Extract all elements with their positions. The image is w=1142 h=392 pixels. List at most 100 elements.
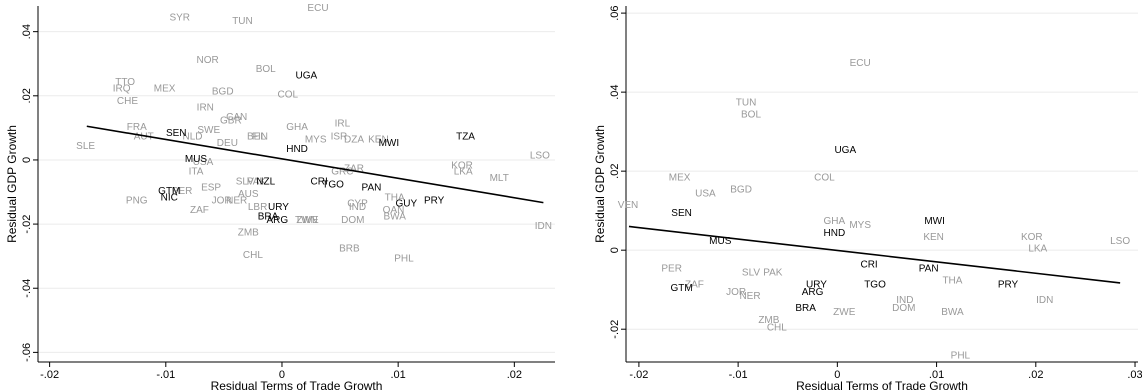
point-label-tgo: TGO bbox=[864, 279, 886, 290]
point-label-lka: LKA bbox=[454, 167, 473, 178]
point-label-sen: SEN bbox=[671, 208, 692, 219]
point-label-dza: DZA bbox=[344, 135, 364, 146]
point-label-nic: NIC bbox=[161, 192, 178, 203]
point-label-gha: GHA bbox=[286, 122, 308, 133]
point-label-slv: SLV bbox=[236, 176, 254, 187]
point-label-irn: IRN bbox=[197, 103, 214, 114]
point-label-ecu: ECU bbox=[850, 58, 871, 69]
point-label-hnd: HND bbox=[824, 228, 846, 239]
x-tick-label: 0 bbox=[834, 369, 840, 381]
point-label-nld: NLD bbox=[183, 131, 203, 142]
x-tick-label: -.01 bbox=[729, 369, 748, 381]
point-label-sle: SLE bbox=[76, 141, 95, 152]
point-label-kor: KOR bbox=[451, 160, 473, 171]
point-label-phl: PHL bbox=[951, 350, 971, 361]
point-label-aus: AUS bbox=[238, 189, 259, 200]
point-label-ury: URY bbox=[806, 279, 827, 290]
point-label-dom: DOM bbox=[341, 215, 364, 226]
point-label-pry: PRY bbox=[998, 279, 1019, 290]
point-label-pak: PAK bbox=[247, 176, 267, 187]
point-label-ner: NER bbox=[739, 291, 760, 302]
point-label-twn: TWN bbox=[295, 215, 318, 226]
point-label-bra: BRA bbox=[795, 303, 816, 314]
point-label-pan: PAN bbox=[919, 263, 939, 274]
point-label-swe: SWE bbox=[197, 125, 220, 136]
y-tick-label: -.02 bbox=[609, 320, 621, 339]
y-tick-label: .04 bbox=[609, 84, 621, 99]
point-label-mus: MUS bbox=[709, 236, 732, 247]
point-label-zaf: ZAF bbox=[190, 205, 209, 216]
point-label-gha: GHA bbox=[824, 216, 846, 227]
point-label-usa: USA bbox=[193, 157, 214, 168]
point-label-pan: PAN bbox=[362, 183, 382, 194]
point-label-idn: IDN bbox=[1036, 295, 1053, 306]
point-label-cyp: CYP bbox=[347, 199, 368, 210]
x-axis-title: Residual Terms of Trade Growth bbox=[796, 379, 968, 392]
point-label-phl: PHL bbox=[394, 253, 414, 264]
fit-line bbox=[86, 125, 544, 204]
point-label-aut: AUT bbox=[134, 131, 154, 142]
point-label-uga: UGA bbox=[834, 145, 856, 156]
point-label-ken: KEN bbox=[923, 232, 944, 243]
point-label-per: PER bbox=[661, 263, 682, 274]
point-label-bgd: BGD bbox=[730, 184, 752, 195]
point-label-can: CAN bbox=[226, 112, 247, 123]
point-label-tto: TTO bbox=[115, 77, 135, 88]
y-tick-label: -.02 bbox=[21, 215, 33, 234]
point-label-guy: GUY bbox=[395, 199, 417, 210]
point-label-fin: FIN bbox=[252, 131, 268, 142]
point-label-isr: ISR bbox=[331, 131, 348, 142]
point-label-chl: CHL bbox=[243, 250, 263, 261]
y-tick-label: .06 bbox=[609, 5, 621, 20]
point-label-tha: THA bbox=[385, 192, 405, 203]
point-label-pry: PRY bbox=[424, 196, 445, 207]
point-label-jor: JOR bbox=[726, 287, 746, 298]
point-label-mus: MUS bbox=[185, 154, 208, 165]
point-label-ner: NER bbox=[226, 196, 247, 207]
y-tick-label: 0 bbox=[21, 157, 33, 163]
point-label-tha: THA bbox=[942, 275, 962, 286]
point-label-lka: LKA bbox=[1028, 244, 1047, 255]
point-label-mys: MYS bbox=[849, 220, 871, 231]
point-label-per: PER bbox=[172, 186, 193, 197]
x-tick-label: .02 bbox=[507, 369, 522, 381]
point-label-mys: MYS bbox=[305, 135, 327, 146]
point-label-irq: IRQ bbox=[113, 83, 131, 94]
point-label-bel: BEL bbox=[247, 131, 266, 142]
point-label-mwi: MWI bbox=[379, 138, 400, 149]
point-label-arg: ARG bbox=[266, 215, 288, 226]
point-label-tun: TUN bbox=[736, 98, 757, 109]
point-label-mlt: MLT bbox=[490, 173, 509, 184]
point-label-cri: CRI bbox=[311, 176, 328, 187]
x-tick-label: -.01 bbox=[156, 369, 175, 381]
y-tick-label: -.06 bbox=[21, 343, 33, 362]
chart-panel-1: -.06 -.04 -.02 0 .02 .04 -.02 -.01 0 .01 .02 Residu… bbox=[5, 3, 555, 392]
y-tick-label: .04 bbox=[21, 24, 33, 39]
x-tick-label: -.02 bbox=[629, 369, 648, 381]
point-label-lbr: LBR bbox=[248, 202, 267, 213]
point-label-col: COL bbox=[278, 90, 299, 101]
point-label-sen: SEN bbox=[166, 128, 187, 139]
y-tick-label: .02 bbox=[21, 88, 33, 103]
y-tick-label: -.04 bbox=[21, 279, 33, 298]
point-label-bra: BRA bbox=[258, 212, 279, 223]
point-label-syr: SYR bbox=[169, 13, 190, 24]
point-label-tza: TZA bbox=[456, 131, 475, 142]
x-tick-label: .01 bbox=[929, 369, 944, 381]
point-label-nzl: NZL bbox=[256, 176, 275, 187]
point-label-idn: IDN bbox=[535, 221, 552, 232]
point-label-usa: USA bbox=[695, 188, 716, 199]
point-label-bol: BOL bbox=[256, 64, 276, 75]
point-label-bwa: BWA bbox=[941, 307, 964, 318]
point-label-zar: ZAR bbox=[344, 163, 364, 174]
point-label-ken: KEN bbox=[368, 135, 389, 146]
point-label-brb: BRB bbox=[339, 244, 360, 255]
point-label-gtm: GTM bbox=[158, 186, 180, 197]
x-tick-label: .02 bbox=[1028, 369, 1043, 381]
y-axis-title: Residual GDP Growth bbox=[593, 125, 607, 243]
point-label-zwe: ZWE bbox=[833, 307, 856, 318]
point-label-chl: CHL bbox=[767, 323, 787, 334]
y-axis-title: Residual GDP Growth bbox=[5, 125, 19, 243]
point-label-deu: DEU bbox=[217, 138, 238, 149]
